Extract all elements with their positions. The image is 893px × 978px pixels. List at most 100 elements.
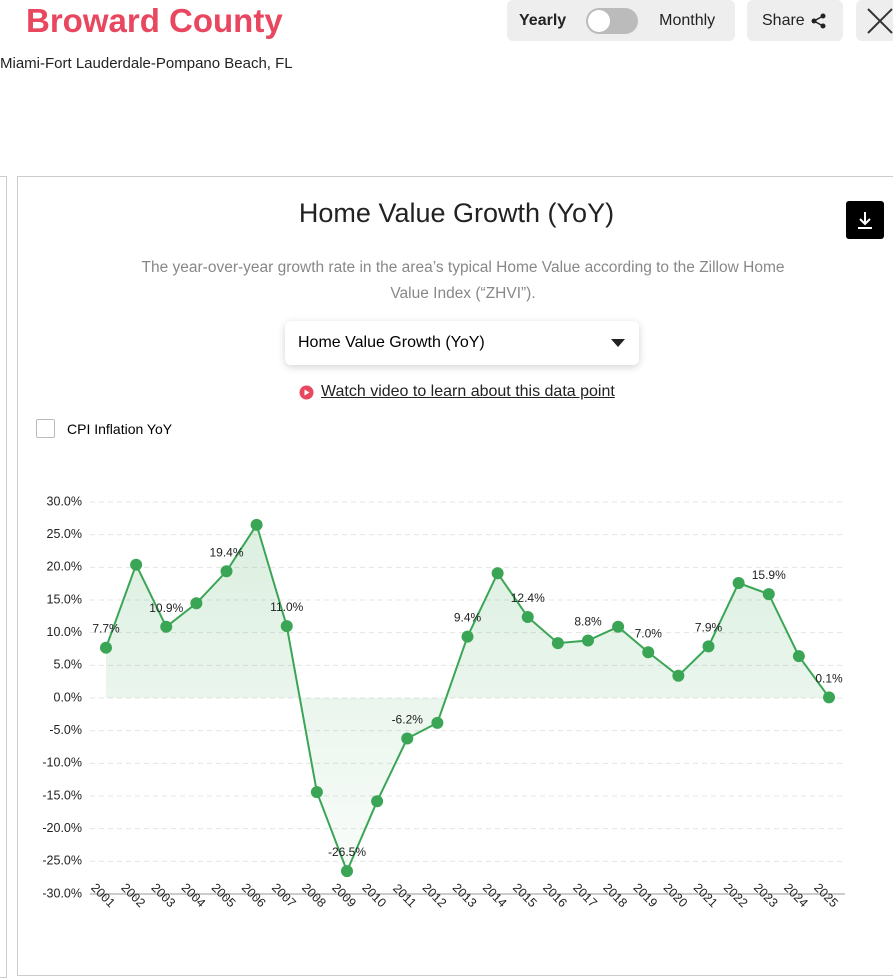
point xyxy=(401,732,414,745)
point xyxy=(612,620,625,633)
cpi-checkbox[interactable]: CPI Inflation YoY xyxy=(36,419,172,438)
area xyxy=(106,524,829,872)
point xyxy=(762,588,775,601)
x-tick-label: 2019 xyxy=(630,881,660,911)
x-tick-label: 2017 xyxy=(570,881,600,911)
point xyxy=(732,577,745,590)
point xyxy=(341,865,353,878)
point xyxy=(823,691,835,704)
x-tick-label: 2001 xyxy=(88,881,118,911)
x-tick-label: 2023 xyxy=(751,881,781,911)
value-label: 0.1% xyxy=(815,671,843,685)
switch[interactable] xyxy=(586,7,639,34)
share-button[interactable]: Share xyxy=(747,0,843,41)
page-subtitle: Miami-Fort Lauderdale-Pompano Beach, FL xyxy=(0,55,293,72)
value-label: -26.5% xyxy=(328,845,366,859)
toggle-monthly[interactable]: Monthly xyxy=(659,11,716,29)
y-tick-label: -30.0% xyxy=(42,886,82,900)
download-button[interactable] xyxy=(846,201,884,239)
point xyxy=(310,786,323,799)
value-label: 7.7% xyxy=(92,622,120,636)
point xyxy=(280,620,293,633)
point xyxy=(491,567,504,580)
y-tick-label: -25.0% xyxy=(42,854,82,868)
point xyxy=(100,641,112,654)
dropdown-arrow xyxy=(611,339,625,347)
point xyxy=(521,610,534,623)
chart-title: Home Value Growth (YoY) xyxy=(298,198,615,228)
checkbox-box[interactable] xyxy=(36,419,55,438)
x-tick-label: 2024 xyxy=(781,881,811,911)
x-tick-label: 2022 xyxy=(721,881,751,911)
y-tick-label: 10.0% xyxy=(47,625,82,639)
toggle-yearly[interactable]: Yearly xyxy=(519,11,567,29)
y-tick-label: 0.0% xyxy=(54,690,83,704)
y-tick-label: -20.0% xyxy=(42,821,82,835)
y-tick-label: -10.0% xyxy=(42,756,82,770)
x-tick-label: 2016 xyxy=(540,881,570,911)
point xyxy=(582,634,594,647)
point xyxy=(792,650,805,663)
close-icon xyxy=(867,7,893,34)
share-label: Share xyxy=(762,11,805,29)
period-toggle[interactable]: Yearly Monthly xyxy=(507,0,735,41)
point xyxy=(220,565,233,578)
x-tick-label: 2005 xyxy=(209,881,239,911)
video-link-text[interactable]: Watch video to learn about this data poi… xyxy=(321,383,615,400)
dropdown-label: Home Value Growth (YoY) xyxy=(298,334,485,351)
x-tick-label: 2015 xyxy=(510,881,540,911)
point xyxy=(431,716,444,729)
point xyxy=(190,597,203,610)
y-tick-label: 5.0% xyxy=(54,658,83,672)
share-icon xyxy=(811,13,826,28)
x-tick-label: 2009 xyxy=(329,881,359,911)
point xyxy=(250,518,263,531)
x-tick-label: 2004 xyxy=(179,881,209,911)
y-tick-label: 30.0% xyxy=(47,494,82,508)
x-tick-label: 2011 xyxy=(390,881,419,910)
point xyxy=(461,630,474,643)
point xyxy=(642,646,655,659)
y-tick-label: 25.0% xyxy=(47,527,82,541)
y-tick-label: 15.0% xyxy=(47,592,82,606)
point xyxy=(130,558,143,571)
x-tick-label: 2020 xyxy=(661,881,691,911)
value-label: 8.8% xyxy=(574,615,602,629)
value-label: 19.4% xyxy=(209,545,243,559)
x-tick-label: 2003 xyxy=(148,881,178,911)
point xyxy=(160,620,173,633)
close-button[interactable] xyxy=(856,0,893,41)
metric-dropdown[interactable]: Home Value Growth (YoY) xyxy=(285,321,639,365)
chart-description: The year-over-year growth rate in the ar… xyxy=(141,259,785,302)
x-tick-label: 2013 xyxy=(450,881,480,911)
video-link[interactable]: Watch video to learn about this data poi… xyxy=(299,383,615,401)
x-tick-label: 2025 xyxy=(811,881,841,911)
chart: -30.0% -25.0% -20.0% -15.0% -10.0% -5.0% 0.0% 5… xyxy=(42,494,845,911)
value-label: 12.4% xyxy=(511,591,545,605)
x-tick-label: 2012 xyxy=(420,881,450,911)
x-tick-label: 2006 xyxy=(239,881,269,911)
point xyxy=(702,640,715,653)
value-label: 7.9% xyxy=(695,620,723,634)
x-tick-label: 2021 xyxy=(691,881,721,911)
play-icon xyxy=(299,385,314,399)
x-tick-label: 2007 xyxy=(269,881,299,911)
x-tick-label: 2018 xyxy=(600,881,630,911)
download-icon xyxy=(858,212,872,229)
value-label: 7.0% xyxy=(635,626,663,640)
y-tick-label: -5.0% xyxy=(49,723,82,737)
value-label: 11.0% xyxy=(270,600,303,614)
point xyxy=(371,795,384,808)
value-label: 9.4% xyxy=(454,611,482,625)
y-tick-label: 20.0% xyxy=(47,560,82,574)
point xyxy=(672,669,685,682)
point xyxy=(551,637,564,650)
x-tick-label: 2014 xyxy=(480,881,510,911)
x-tick-label: 2008 xyxy=(299,881,329,911)
y-tick-label: -15.0% xyxy=(42,788,82,802)
value-label: 15.9% xyxy=(752,568,786,582)
page-title: Broward County xyxy=(26,2,283,39)
x-tick-label: 2010 xyxy=(359,881,389,911)
value-label: 10.9% xyxy=(149,601,183,615)
